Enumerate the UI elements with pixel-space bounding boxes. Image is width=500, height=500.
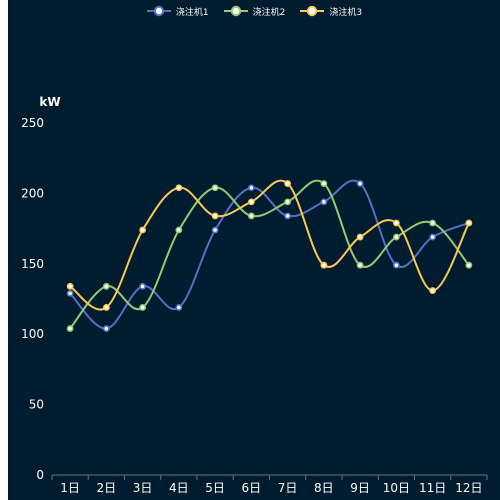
y-tick-label: 50 [29,398,44,412]
legend-item-series-1[interactable]: 浇注机1 [146,3,209,19]
data-point[interactable] [392,233,400,241]
x-tick-label: 5日 [205,481,225,495]
data-point[interactable] [102,325,110,332]
x-tick-label: 2日 [97,481,117,495]
y-tick-label: 200 [21,186,44,200]
legend-line-marker-icon [146,5,171,17]
data-point[interactable] [175,304,183,311]
data-point[interactable] [320,261,328,269]
x-tick-label: 10日 [383,481,410,495]
y-tick-label: 250 [21,116,44,130]
data-point[interactable] [392,219,400,227]
data-point[interactable] [66,289,74,297]
legend-item-series-2[interactable]: 浇注机2 [223,3,286,19]
data-point[interactable] [211,184,219,192]
legend-label: 浇注机2 [252,7,286,18]
data-point[interactable] [139,304,147,311]
data-point[interactable] [392,261,400,269]
data-point[interactable] [175,226,183,234]
data-point[interactable] [211,226,219,234]
line-chart: kW 0 50 100 150 200 250 1日 2日 3日 4日 5日 6日 7日 8日 9日 10日 11… [21,95,488,495]
legend-label: 浇注机3 [329,7,363,18]
data-point[interactable] [429,287,437,294]
y-tick-label: 0 [36,468,44,482]
data-point[interactable] [356,261,364,269]
series-line-1 [69,179,470,330]
data-point[interactable] [356,180,364,187]
data-point[interactable] [284,198,292,206]
data-point[interactable] [175,184,183,192]
x-tick-label: 12日 [455,481,482,495]
y-tick-label: 100 [21,327,44,341]
x-tick-label: 7日 [278,481,298,495]
chart-panel: 浇注机1 浇注机2 浇注机3 kW 0 50 100 150 200 250 1日 2日 3日 4日 5日… [8,0,500,500]
data-point[interactable] [320,198,328,206]
x-tick-label: 1日 [60,481,80,495]
data-point[interactable] [211,212,219,220]
data-point[interactable] [465,261,473,269]
data-point[interactable] [284,212,292,220]
legend-line-marker-icon [300,5,325,17]
data-point[interactable] [429,219,437,227]
legend-line-marker-icon [223,5,248,17]
legend: 浇注机1 浇注机2 浇注机3 [8,3,500,19]
data-point[interactable] [66,282,74,290]
data-point[interactable] [139,282,147,290]
data-point[interactable] [320,180,328,187]
x-tick-label: 11日 [419,481,446,495]
data-point[interactable] [356,233,364,241]
x-tick-label: 9日 [350,481,370,495]
y-tick-label: 150 [21,257,44,271]
x-tick-label: 6日 [242,481,262,495]
data-point[interactable] [66,325,74,332]
legend-label: 浇注机1 [175,7,209,18]
data-point[interactable] [102,304,110,311]
data-point[interactable] [247,184,255,192]
x-tick-label: 3日 [133,481,153,495]
data-point[interactable] [139,226,147,234]
series-line-3 [69,179,470,311]
series-line-2 [69,179,470,330]
y-axis-unit-label: kW [39,95,60,109]
data-point[interactable] [429,233,437,241]
data-point[interactable] [284,180,292,187]
data-point[interactable] [247,212,255,220]
legend-item-series-3[interactable]: 浇注机3 [299,3,362,19]
data-point[interactable] [247,198,255,206]
data-point[interactable] [465,219,473,227]
x-tick-label: 8日 [314,481,334,495]
x-tick-label: 4日 [169,481,189,495]
data-point[interactable] [102,282,110,290]
